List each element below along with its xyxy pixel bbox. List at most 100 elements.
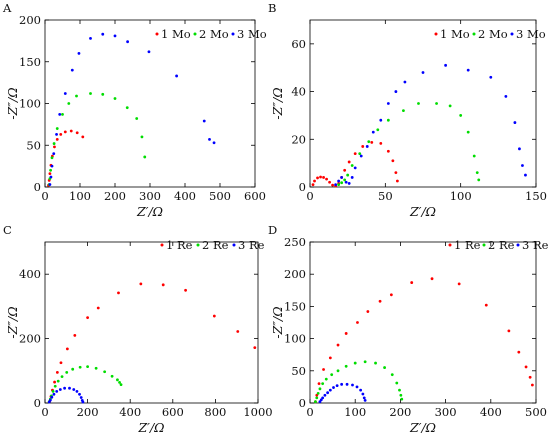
- data-point: [113, 97, 117, 100]
- data-point: [524, 173, 527, 177]
- data-point: [321, 396, 325, 400]
- x-tick-label: 100: [344, 405, 366, 419]
- data-point: [457, 282, 461, 286]
- data-point: [325, 177, 328, 181]
- panel-label: B: [268, 1, 276, 15]
- legend-entry: 3 Re: [522, 238, 549, 252]
- data-point: [472, 154, 476, 158]
- x-tick-label: 0: [306, 189, 313, 203]
- data-point: [389, 293, 393, 297]
- data-point: [50, 395, 54, 399]
- series-2-mo: [47, 92, 147, 186]
- y-tick-label: 150: [19, 55, 41, 69]
- data-point: [316, 391, 320, 395]
- data-point: [81, 400, 85, 404]
- data-point: [507, 329, 511, 333]
- series-1-mo: [311, 140, 399, 188]
- data-point: [346, 173, 350, 177]
- data-point: [58, 388, 62, 391]
- legend-marker: [193, 32, 197, 36]
- data-point: [49, 175, 53, 179]
- data-point: [361, 145, 365, 148]
- data-point: [52, 152, 56, 156]
- data-point: [53, 380, 56, 384]
- x-tick-label: 0: [306, 405, 313, 419]
- data-point: [63, 130, 67, 134]
- data-point: [65, 371, 69, 374]
- legend-entry: 3 Re: [238, 238, 265, 252]
- x-tick-label: 0: [41, 405, 48, 419]
- data-point: [319, 175, 322, 179]
- data-point: [359, 154, 363, 158]
- data-point: [59, 132, 63, 136]
- data-point: [330, 373, 334, 377]
- data-point: [68, 386, 71, 390]
- data-point: [400, 397, 404, 401]
- data-point: [335, 384, 339, 388]
- x-tick-label: 600: [162, 405, 184, 419]
- data-point: [143, 155, 147, 159]
- data-point: [399, 393, 403, 397]
- legend-marker: [160, 243, 164, 247]
- data-point: [65, 347, 69, 351]
- data-point: [48, 183, 52, 186]
- legend-entry: 1 Mo: [440, 27, 470, 41]
- data-point: [332, 386, 335, 389]
- data-point: [504, 94, 508, 98]
- series-3-mo: [334, 63, 527, 187]
- data-point: [113, 34, 117, 38]
- data-point: [345, 382, 349, 386]
- data-point: [49, 168, 52, 172]
- x-tick-label: 500: [209, 189, 231, 203]
- series-1-re: [48, 282, 257, 403]
- data-point: [353, 166, 357, 170]
- data-point: [55, 371, 59, 374]
- data-point: [94, 366, 98, 370]
- y-tick-label: 50: [291, 364, 306, 378]
- y-tick-label: 20: [291, 132, 306, 146]
- data-point: [417, 102, 420, 105]
- data-point: [398, 388, 401, 392]
- legend: 1 Mo 2 Mo 3 Mo: [434, 27, 546, 41]
- data-point: [383, 366, 386, 369]
- y-axis-label: -Z″/Ω: [270, 87, 285, 119]
- x-axis-label: Z′/Ω: [137, 420, 164, 435]
- panel-label: C: [3, 223, 12, 237]
- data-point: [72, 388, 76, 391]
- data-point: [323, 393, 327, 397]
- legend: 1 Re 2 Re 3 Re: [448, 238, 549, 252]
- data-point: [208, 138, 211, 141]
- data-point: [48, 398, 52, 402]
- y-tick-label: 0: [299, 396, 306, 410]
- data-point: [340, 181, 344, 185]
- data-point: [318, 387, 322, 391]
- data-point: [366, 310, 370, 313]
- data-point: [421, 71, 425, 74]
- series-2-mo: [337, 102, 481, 187]
- series-3-re: [47, 386, 85, 404]
- x-tick-label: 200: [104, 189, 126, 203]
- data-point: [253, 346, 257, 350]
- data-point: [391, 159, 395, 163]
- data-point: [363, 360, 367, 364]
- data-point: [126, 40, 129, 44]
- data-point: [444, 63, 447, 67]
- data-point: [328, 356, 332, 360]
- data-point: [314, 400, 317, 404]
- data-point: [355, 385, 359, 389]
- data-point: [212, 141, 216, 145]
- series-2-re: [314, 360, 404, 404]
- data-point: [73, 333, 77, 337]
- y-tick-label: 150: [284, 299, 306, 313]
- data-point: [59, 361, 63, 365]
- data-point: [55, 127, 59, 130]
- y-tick-label: 60: [291, 37, 306, 51]
- legend-entry: 3 Mo: [516, 27, 546, 41]
- x-tick-label: 500: [525, 405, 547, 419]
- data-point: [370, 140, 374, 144]
- data-point: [184, 288, 187, 292]
- y-tick-label: 40: [291, 85, 306, 99]
- series-3-mo: [48, 32, 216, 186]
